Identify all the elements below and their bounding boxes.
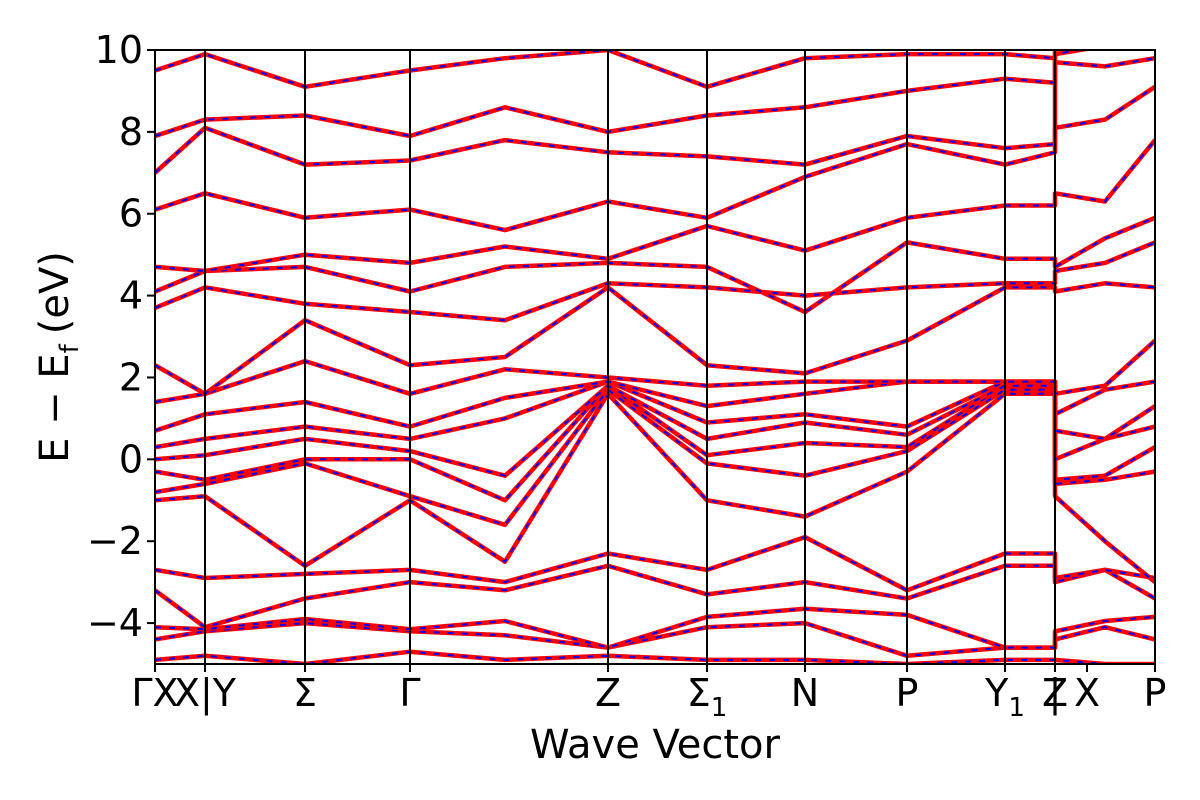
- band-line-dashed-4: [155, 564, 1155, 629]
- x-tick-label: P: [896, 671, 919, 715]
- high-symmetry-lines: [204, 50, 1056, 664]
- y-axis-label-main: E − E: [32, 353, 78, 463]
- x-tick-label: Z: [1042, 671, 1068, 715]
- y-tick-label: 4: [119, 274, 143, 318]
- y-axis-label-subscript: f: [55, 343, 85, 353]
- x-tick-label: Σ: [293, 671, 317, 715]
- band-line-dashed-17: [155, 85, 1155, 232]
- x-tick-label: ΓX: [131, 671, 178, 715]
- y-tick-label: 10: [95, 28, 143, 72]
- x-tick-label: Σ1: [687, 671, 728, 723]
- x-tick-label: P: [1144, 671, 1167, 715]
- x-tick-label: X: [1074, 671, 1100, 715]
- band-line-dashed-20: [155, 50, 1056, 88]
- y-tick-label: 6: [119, 192, 143, 236]
- y-axis-ticks: −4 −2 0 2 4 6 8 10: [87, 28, 155, 645]
- plot-frame: [154, 49, 1156, 665]
- y-tick-label: 0: [119, 437, 143, 481]
- band-line-dashed-2: [155, 622, 1155, 657]
- x-tick-label: X|Y: [174, 671, 237, 716]
- y-tick-label: 8: [119, 110, 143, 154]
- x-tick-label: |: [1049, 671, 1062, 716]
- band-line-dashed-7: [155, 388, 1155, 526]
- y-tick-label: −2: [87, 519, 143, 563]
- band-line-dashed-14: [155, 241, 1155, 322]
- x-tick-label: Y1: [984, 671, 1025, 723]
- x-tick-label: Γ: [399, 671, 420, 715]
- y-axis-label: E − Ef (eV): [32, 251, 85, 463]
- band-line-dashed-15: [155, 216, 1155, 314]
- y-tick-label: 2: [119, 355, 143, 399]
- x-axis-label: Wave Vector: [530, 722, 781, 768]
- x-tick-label: Z: [595, 671, 621, 715]
- y-axis-label-unit: (eV): [32, 251, 78, 334]
- y-tick-label: −4: [87, 601, 143, 645]
- x-axis-ticks: ΓXX|Y Σ Γ Z Σ1 N P Y1 Z| X P: [131, 664, 1166, 723]
- x-tick-label: N: [791, 671, 819, 715]
